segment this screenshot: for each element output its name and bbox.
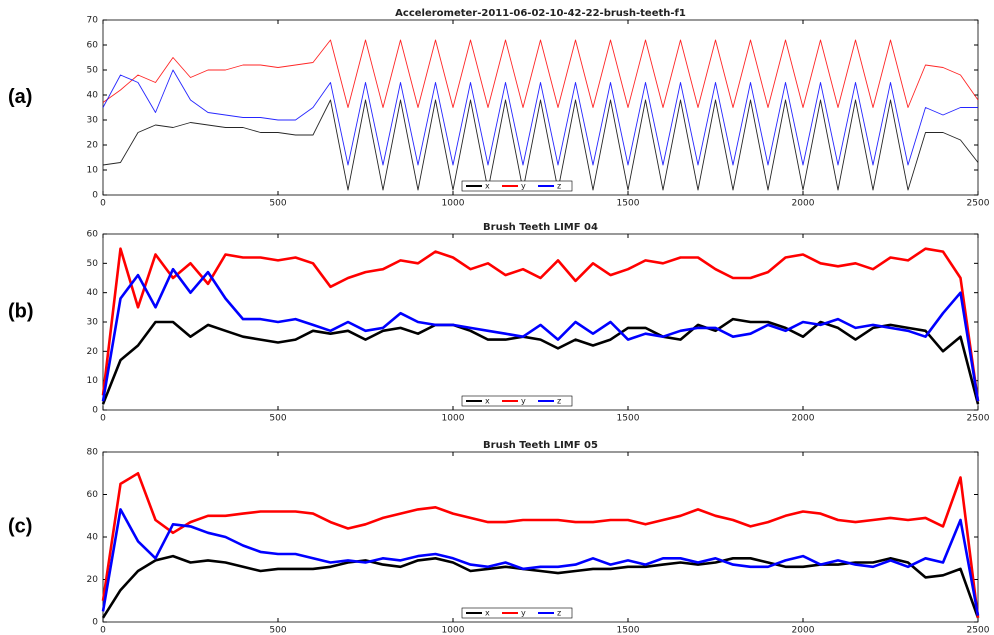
legend-label: y [521,609,526,618]
legend-label: y [521,182,526,191]
series-line [101,554,980,619]
x-tick-label: 0 [100,199,106,209]
y-tick-label: 40 [87,91,99,101]
legend-label: z [557,182,561,191]
series-line [102,69,978,166]
x-tick-label: 500 [269,414,286,424]
x-tick-label: 2000 [792,414,815,424]
x-tick-label: 500 [269,199,286,209]
plot-area [102,451,979,623]
y-tick-label: 80 [87,448,99,458]
y-tick-label: 60 [87,41,99,51]
y-tick-label: 20 [87,347,99,357]
x-tick-label: 0 [100,414,106,424]
y-tick-label: 50 [87,259,99,269]
x-tick-label: 1500 [617,414,640,424]
series-line [102,99,979,191]
x-tick-label: 1000 [442,626,465,635]
y-tick-label: 60 [87,490,99,500]
chart-title: Accelerometer-2011-06-02-10-42-22-brush-… [395,8,686,19]
y-tick-label: 10 [87,166,99,176]
y-tick-label: 30 [87,116,99,126]
legend-label: z [557,397,561,406]
legend-label: x [485,609,490,618]
panel-label: (b) [8,300,34,322]
y-tick-label: 20 [87,575,99,585]
chart-title: Brush Teeth LIMF 05 [483,440,598,451]
x-tick-label: 2500 [967,414,990,424]
plot-area [102,233,979,411]
y-tick-label: 40 [87,533,99,543]
x-tick-label: 2000 [792,199,815,209]
legend-label: x [485,397,490,406]
x-tick-label: 2000 [792,626,815,635]
y-tick-label: 50 [87,66,99,76]
y-tick-label: 20 [87,141,99,151]
y-tick-label: 0 [92,406,98,416]
panel-label: (a) [8,86,32,108]
y-tick-label: 10 [87,376,99,386]
y-tick-label: 0 [92,618,98,628]
series-line [101,267,980,402]
x-tick-label: 1000 [442,414,465,424]
x-tick-label: 1000 [442,199,465,209]
y-tick-label: 60 [87,230,99,240]
legend-label: y [521,397,526,406]
y-tick-label: 0 [92,191,98,201]
x-tick-label: 1500 [617,199,640,209]
series-line [102,39,979,108]
x-tick-label: 1500 [617,626,640,635]
series-line [101,317,980,405]
x-tick-label: 500 [269,626,286,635]
plot-area [102,19,979,196]
x-tick-label: 2500 [967,199,990,209]
legend-label: x [485,182,490,191]
legend-label: z [557,609,561,618]
y-tick-label: 70 [87,16,99,26]
y-tick-label: 40 [87,288,99,298]
series-line [101,472,980,618]
chart-title: Brush Teeth LIMF 04 [483,222,598,233]
panel-label: (c) [8,515,32,537]
series-line [101,508,980,616]
series-line [101,247,980,402]
x-tick-label: 2500 [967,626,990,635]
x-tick-label: 0 [100,626,106,635]
y-tick-label: 30 [87,318,99,328]
